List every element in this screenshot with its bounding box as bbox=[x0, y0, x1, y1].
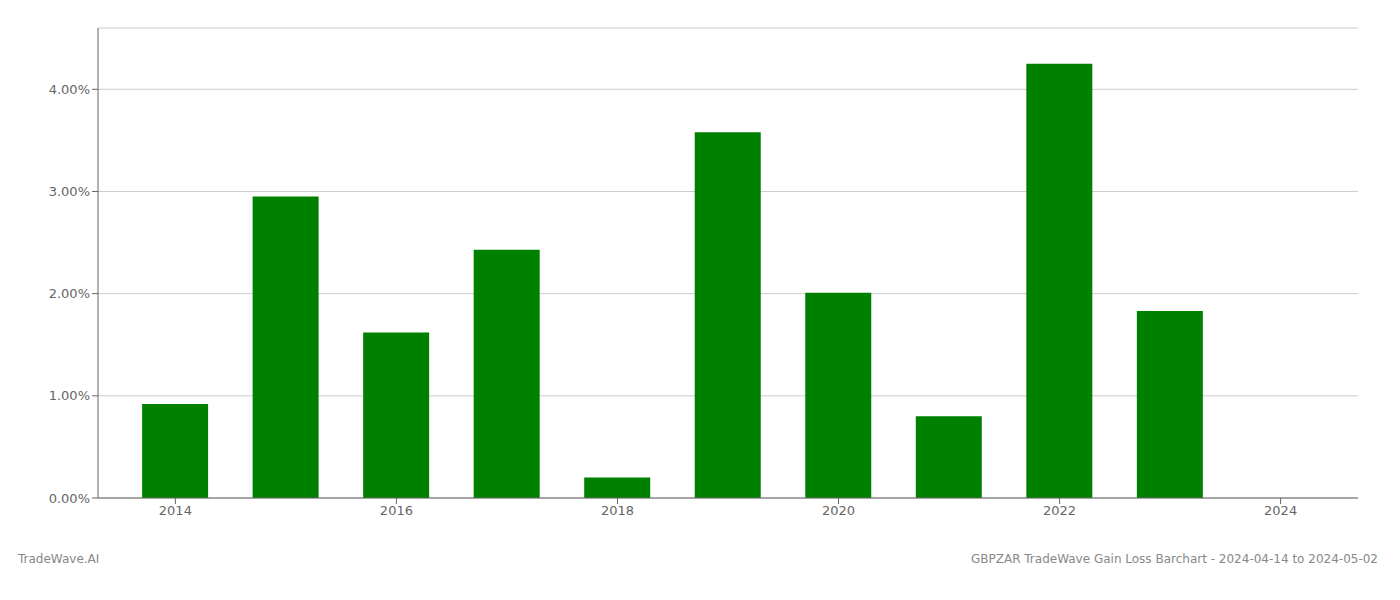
svg-text:2.00%: 2.00% bbox=[49, 286, 90, 301]
svg-text:2024: 2024 bbox=[1264, 503, 1297, 518]
svg-text:0.00%: 0.00% bbox=[49, 491, 90, 506]
html-text:TradeWave.AI: TradeWave.AI bbox=[18, 552, 100, 566]
svg-text:2018: 2018 bbox=[601, 503, 634, 518]
svg-text:2020: 2020 bbox=[822, 503, 855, 518]
svg-text:2016: 2016 bbox=[380, 503, 413, 518]
svg-text:1.00%: 1.00% bbox=[49, 388, 90, 403]
svg-text:2022: 2022 bbox=[1043, 503, 1076, 518]
svg-text:4.00%: 4.00% bbox=[49, 82, 90, 97]
svg-text:2014: 2014 bbox=[159, 503, 192, 518]
html-text:GBPZAR TradeWave Gain Loss Bar: GBPZAR TradeWave Gain Loss Barchart - 20… bbox=[970, 552, 1378, 566]
svg-text:3.00%: 3.00% bbox=[49, 184, 90, 199]
